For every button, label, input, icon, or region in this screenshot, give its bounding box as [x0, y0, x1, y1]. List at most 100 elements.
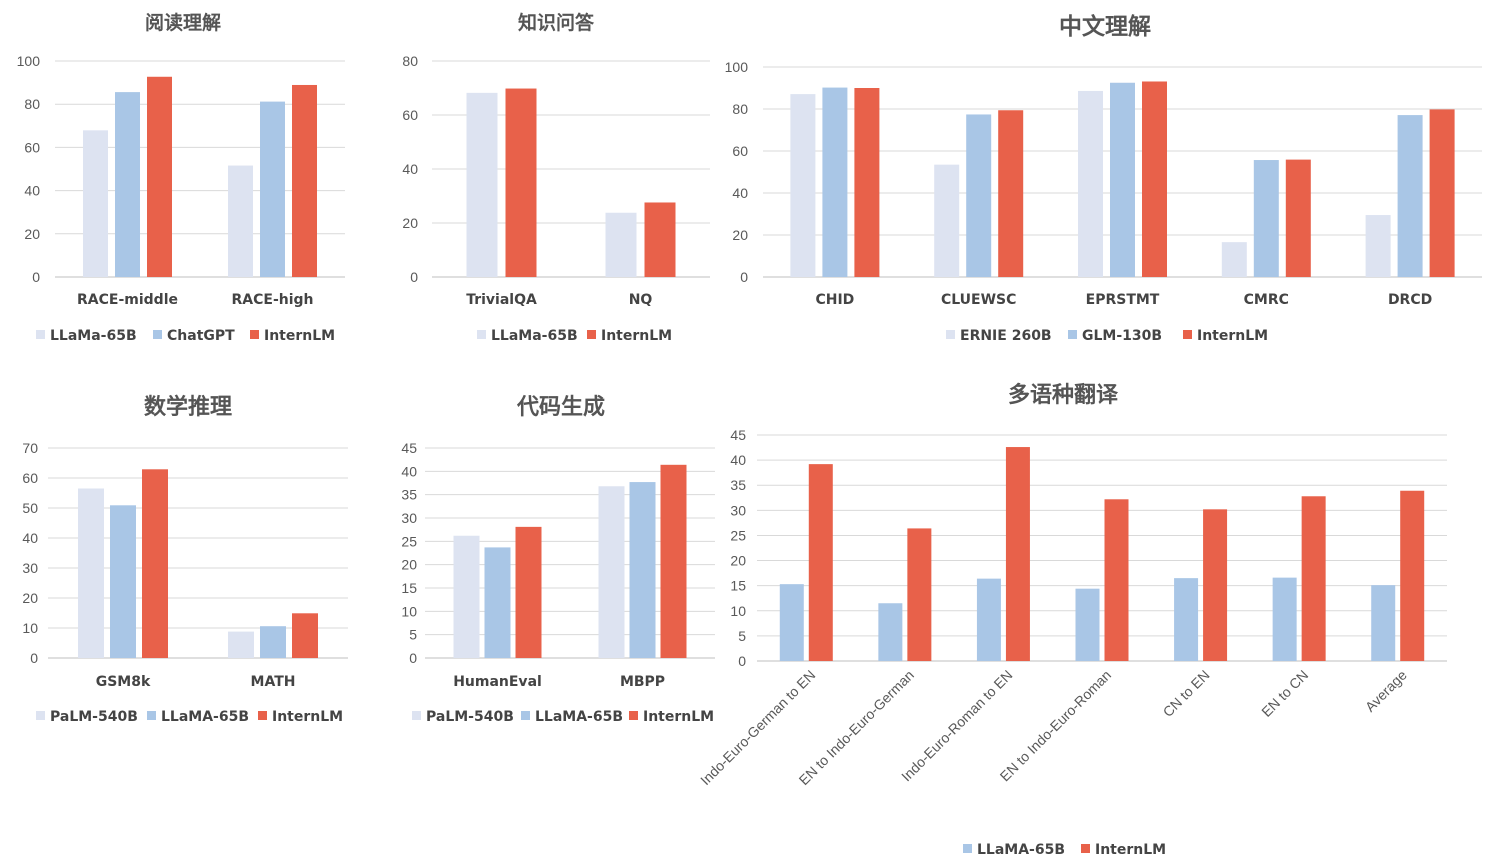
bar — [934, 164, 960, 277]
x-tick-label: RACE-middle — [77, 292, 178, 308]
legend-label: LLaMA-65B — [535, 709, 623, 725]
y-tick-label: 80 — [732, 101, 748, 117]
bar — [1253, 160, 1279, 277]
legend-swatch — [147, 711, 156, 720]
legend-label: PaLM-540B — [426, 709, 514, 725]
legend-label: InternLM — [1095, 842, 1166, 858]
y-tick-label: 60 — [24, 139, 40, 155]
bar — [1285, 159, 1311, 277]
bar — [976, 578, 1001, 661]
y-tick-label: 20 — [22, 590, 38, 606]
chart-title: 代码生成 — [516, 395, 605, 420]
x-tick-label: CMRC — [1244, 292, 1289, 308]
y-tick-label: 5 — [738, 628, 746, 644]
x-tick-label: GSM8k — [96, 674, 151, 690]
y-tick-label: 80 — [402, 53, 418, 69]
y-tick-label: 20 — [402, 215, 418, 231]
bar — [1272, 577, 1297, 661]
y-tick-label: 40 — [24, 183, 40, 199]
bar — [466, 92, 498, 277]
bar — [292, 613, 318, 658]
bar — [629, 482, 656, 658]
x-tick-label: Indo-Euro-German to EN — [697, 667, 818, 788]
x-tick-label: TrivialQA — [466, 292, 537, 308]
bar — [1005, 447, 1030, 661]
chart-3: 中文理解 0 20 40 60 80 100 CHID CLUEWSC EPRSTMT CMRC DR… — [725, 13, 1482, 344]
legend-swatch — [521, 711, 530, 720]
legend-label: LLaMA-65B — [977, 842, 1065, 858]
y-tick-label: 25 — [730, 527, 746, 543]
chart-title: 多语种翻译 — [1008, 382, 1119, 408]
x-tick-label: Average — [1362, 667, 1410, 715]
chart-title: 阅读理解 — [145, 11, 221, 34]
chart-2: 知识问答 0 20 40 60 80 TrivialQA NQ LLaMa-65B InternL… — [402, 11, 710, 344]
y-tick-label: 25 — [401, 533, 417, 549]
y-tick-label: 20 — [401, 557, 417, 573]
y-tick-label: 0 — [32, 269, 40, 285]
legend-swatch — [946, 330, 955, 339]
bar — [1429, 109, 1455, 277]
bar — [598, 486, 625, 658]
legend-swatch — [477, 330, 486, 339]
legend-swatch — [153, 330, 162, 339]
y-tick-label: 60 — [22, 470, 38, 486]
y-tick-label: 20 — [732, 227, 748, 243]
x-tick-label: EN to Indo-Euro-Roman — [997, 667, 1115, 785]
x-tick-label: CLUEWSC — [941, 292, 1016, 308]
y-tick-label: 10 — [22, 620, 38, 636]
y-tick-label: 45 — [401, 440, 417, 456]
chart-title: 中文理解 — [1059, 13, 1151, 40]
bar — [854, 88, 880, 277]
legend-label: ChatGPT — [167, 328, 235, 344]
bar — [228, 631, 254, 658]
bar — [966, 114, 992, 278]
legend-label: InternLM — [643, 709, 714, 725]
y-tick-label: 40 — [22, 530, 38, 546]
legend-swatch — [1068, 330, 1077, 339]
y-tick-label: 0 — [30, 650, 38, 666]
bar — [660, 464, 687, 658]
bar — [1397, 115, 1423, 277]
bar — [605, 212, 637, 277]
y-tick-label: 45 — [730, 427, 746, 443]
legend-swatch — [412, 711, 421, 720]
bar — [147, 76, 172, 277]
y-tick-label: 20 — [24, 226, 40, 242]
legend-swatch — [587, 330, 596, 339]
bar — [515, 526, 542, 658]
bar — [292, 84, 317, 277]
bar — [1078, 90, 1103, 277]
bar — [1110, 82, 1135, 277]
y-tick-label: 100 — [725, 59, 749, 75]
bar — [878, 603, 903, 661]
bar — [907, 528, 932, 661]
x-tick-label: Indo-Euro-Roman to EN — [898, 667, 1016, 785]
legend-swatch — [629, 711, 638, 720]
y-tick-label: 100 — [17, 53, 41, 69]
legend-label: LLaMa-65B — [491, 328, 578, 344]
y-tick-label: 0 — [410, 269, 418, 285]
y-tick-label: 50 — [22, 500, 38, 516]
bar — [260, 101, 285, 277]
y-tick-label: 20 — [730, 553, 746, 569]
chart-title: 数学推理 — [144, 394, 232, 420]
chart-1: 阅读理解 0 20 40 60 80 100 RACE-middle RACE-high LLaM… — [17, 11, 345, 344]
bar — [1142, 81, 1167, 278]
legend-label: LLaMA-65B — [161, 709, 249, 725]
y-tick-label: 10 — [401, 603, 417, 619]
legend-swatch — [36, 330, 45, 339]
bar — [1400, 490, 1425, 661]
bar — [83, 130, 108, 277]
bar — [142, 469, 168, 658]
x-tick-label: CN to EN — [1160, 667, 1213, 720]
y-tick-label: 15 — [401, 580, 417, 596]
bar — [998, 110, 1024, 277]
y-tick-label: 30 — [730, 502, 746, 518]
x-tick-label: EPRSTMT — [1086, 292, 1160, 308]
legend-swatch — [963, 844, 972, 853]
bar — [78, 488, 104, 658]
y-tick-label: 15 — [730, 578, 746, 594]
legend-swatch — [250, 330, 259, 339]
chart-title: 知识问答 — [518, 11, 595, 34]
